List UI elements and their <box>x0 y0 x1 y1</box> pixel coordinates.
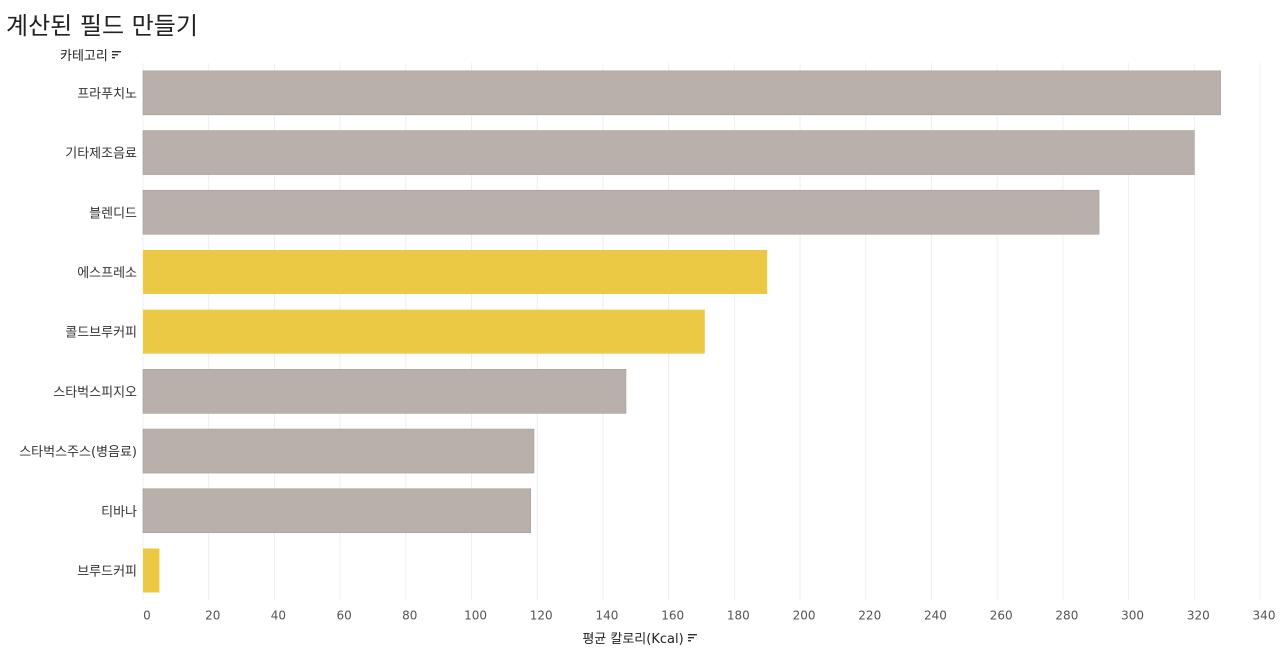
category-label: 브루드커피 <box>77 564 137 579</box>
category-label: 스타벅스피지오 <box>53 385 137 400</box>
x-tick-label: 280 <box>1055 608 1078 622</box>
x-tick-label: 0 <box>143 608 151 622</box>
x-tick-label: 320 <box>1187 608 1210 622</box>
x-axis-title-container[interactable]: 평균 칼로리(Kcal) <box>0 628 1280 647</box>
category-label: 스타벅스주스(병음료) <box>19 445 137 460</box>
bar[interactable] <box>143 309 705 354</box>
x-tick-label: 220 <box>858 608 881 622</box>
bar[interactable] <box>142 488 531 534</box>
sort-descending-icon[interactable] <box>687 633 698 642</box>
bar[interactable] <box>142 130 1195 175</box>
x-tick-label: 160 <box>661 608 684 622</box>
x-tick-label: 80 <box>402 608 417 622</box>
x-tick-label: 40 <box>271 608 286 622</box>
category-label: 프라푸치노 <box>77 87 137 102</box>
bar[interactable] <box>142 70 1221 116</box>
category-label: 기타제조음료 <box>65 147 137 162</box>
bar[interactable] <box>142 369 627 414</box>
x-tick-label: 240 <box>924 608 947 622</box>
category-label: 에스프레소 <box>77 266 137 281</box>
x-tick-label: 180 <box>727 608 750 622</box>
x-tick-label: 100 <box>464 608 487 622</box>
x-axis-title: 평균 칼로리(Kcal) <box>582 632 684 647</box>
x-tick-label: 340 <box>1253 608 1276 622</box>
x-tick-label: 200 <box>793 608 816 622</box>
sort-descending-icon[interactable] <box>111 50 122 59</box>
bar[interactable] <box>142 189 1100 235</box>
bar[interactable] <box>143 249 768 294</box>
category-label: 콜드브루커피 <box>65 326 137 341</box>
category-axis-header[interactable]: 카테고리 <box>60 45 122 64</box>
category-label: 블렌디드 <box>89 206 137 221</box>
x-tick-label: 140 <box>595 608 618 622</box>
x-tick-label: 20 <box>205 608 220 622</box>
x-tick-label: 120 <box>530 608 553 622</box>
x-tick-label: 60 <box>336 608 351 622</box>
category-axis-title: 카테고리 <box>60 49 108 64</box>
page-title: 계산된 필드 만들기 <box>6 12 198 40</box>
x-tick-label: 300 <box>1121 608 1144 622</box>
x-tick-label: 260 <box>990 608 1013 622</box>
category-label: 티바나 <box>101 505 137 520</box>
bar[interactable] <box>142 428 535 474</box>
bar[interactable] <box>143 548 160 593</box>
